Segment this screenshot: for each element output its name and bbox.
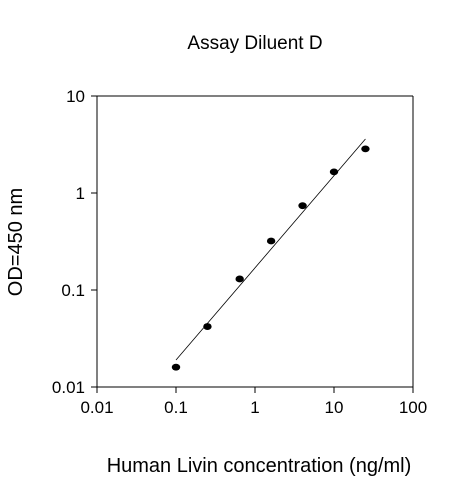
data-point xyxy=(171,363,181,371)
data-points xyxy=(171,145,370,371)
data-point xyxy=(203,323,212,330)
data-point xyxy=(298,202,307,210)
y-tick-label: 1 xyxy=(76,184,85,203)
fit-line xyxy=(175,138,366,361)
data-point xyxy=(235,275,244,283)
data-point xyxy=(329,168,339,176)
y-tick-label: 0.01 xyxy=(52,378,85,397)
y-axis-title: OD=450 nm xyxy=(5,188,27,296)
y-ticks: 0.01 0.1 1 10 xyxy=(52,87,97,397)
x-tick-label: 0.1 xyxy=(164,398,188,417)
plot-area xyxy=(96,95,414,388)
x-tick-label: 10 xyxy=(325,398,344,417)
chart-title: Assay Diluent D xyxy=(187,33,322,54)
data-point xyxy=(361,145,370,153)
x-ticks: 0.01 0.1 1 10 100 xyxy=(80,387,427,417)
x-tick-label: 100 xyxy=(399,398,427,417)
x-tick-label: 1 xyxy=(250,398,259,417)
x-tick-label: 0.01 xyxy=(80,398,113,417)
fit-line-group xyxy=(175,138,366,361)
x-axis-title: Human Livin concentration (ng/ml) xyxy=(107,455,412,477)
data-point xyxy=(266,237,276,245)
y-tick-label: 10 xyxy=(66,87,85,106)
y-tick-label: 0.1 xyxy=(61,281,85,300)
